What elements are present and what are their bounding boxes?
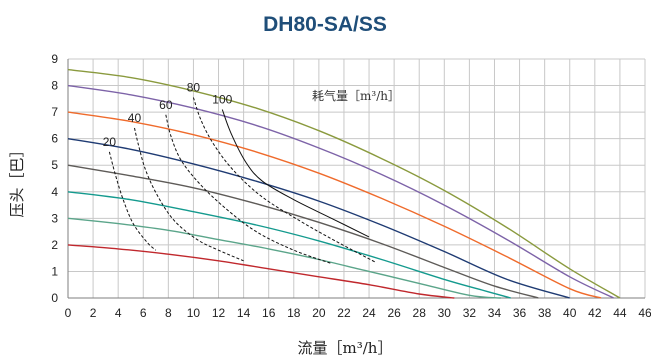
annotation: 耗气量［m³/h］ <box>312 88 400 103</box>
x-tick-label: 42 <box>588 306 602 320</box>
x-tick-label: 24 <box>362 306 376 320</box>
air-curve-100 <box>221 109 370 238</box>
pressure-curve-8 <box>67 68 621 299</box>
air-curve-80 <box>192 97 376 263</box>
x-tick-label: 38 <box>538 306 552 320</box>
x-tick-label: 6 <box>140 306 147 320</box>
air-curve-label: 100 <box>212 92 232 106</box>
pressure-curve-4 <box>67 164 539 299</box>
x-tick-label: 18 <box>287 306 301 320</box>
air-consumption-curves: 20 40 60 80 100 <box>103 81 376 264</box>
y-tick-label: 9 <box>51 52 58 66</box>
axes <box>67 59 645 299</box>
x-tick-label: 14 <box>237 306 251 320</box>
y-tick-label: 6 <box>51 132 58 146</box>
air-curve-label: 40 <box>128 111 142 125</box>
x-tick-label: 30 <box>438 306 452 320</box>
x-tick-label: 8 <box>165 306 172 320</box>
air-curve-20 <box>108 151 157 251</box>
x-tick-label: 10 <box>187 306 201 320</box>
x-tick-label: 28 <box>413 306 427 320</box>
chart-title: DH80-SA/SS <box>263 13 387 36</box>
air-curve-label: 20 <box>103 135 117 149</box>
pressure-curve-1 <box>67 244 455 299</box>
y-tick-label: 8 <box>51 79 58 93</box>
y-tick-label: 7 <box>51 105 58 119</box>
air-curve-60 <box>165 114 332 264</box>
x-tick-label: 20 <box>312 306 326 320</box>
x-axis-label: 流量［m³/h］ <box>298 339 393 357</box>
x-tick-label: 36 <box>513 306 527 320</box>
pressure-curves <box>67 68 621 299</box>
x-tick-label: 4 <box>115 306 122 320</box>
air-curve-label: 60 <box>159 98 173 112</box>
x-tick-label: 0 <box>65 306 72 320</box>
pressure-curve-5 <box>67 138 570 299</box>
y-tick-label: 4 <box>51 185 58 199</box>
pressure-curve-6 <box>67 111 602 299</box>
y-tick-label: 0 <box>51 291 58 305</box>
pressure-curve-2 <box>67 217 501 299</box>
x-tick-label: 26 <box>387 306 401 320</box>
x-tick-label: 46 <box>638 306 651 320</box>
x-tick-label: 22 <box>337 306 351 320</box>
x-tick-label: 12 <box>212 306 226 320</box>
y-axis-label: 压头［巴］ <box>8 142 26 217</box>
tick-labels: 0 2 4 6 8 10 12 14 16 18 20 22 24 26 28 30 32 34 36 38 40 42 4… <box>51 52 651 320</box>
air-curve-label: 80 <box>187 81 201 95</box>
pressure-curve-3 <box>67 191 511 299</box>
x-tick-label: 2 <box>90 306 97 320</box>
x-tick-label: 16 <box>262 306 276 320</box>
y-tick-label: 3 <box>51 211 58 225</box>
y-tick-label: 1 <box>51 264 58 278</box>
pressure-curve-7 <box>67 84 614 299</box>
y-tick-label: 2 <box>51 238 58 252</box>
y-tick-label: 5 <box>51 158 58 172</box>
x-tick-label: 32 <box>463 306 477 320</box>
x-tick-label: 44 <box>613 306 627 320</box>
x-tick-label: 34 <box>488 306 502 320</box>
x-tick-label: 40 <box>563 306 577 320</box>
air-curve-40 <box>134 127 244 262</box>
